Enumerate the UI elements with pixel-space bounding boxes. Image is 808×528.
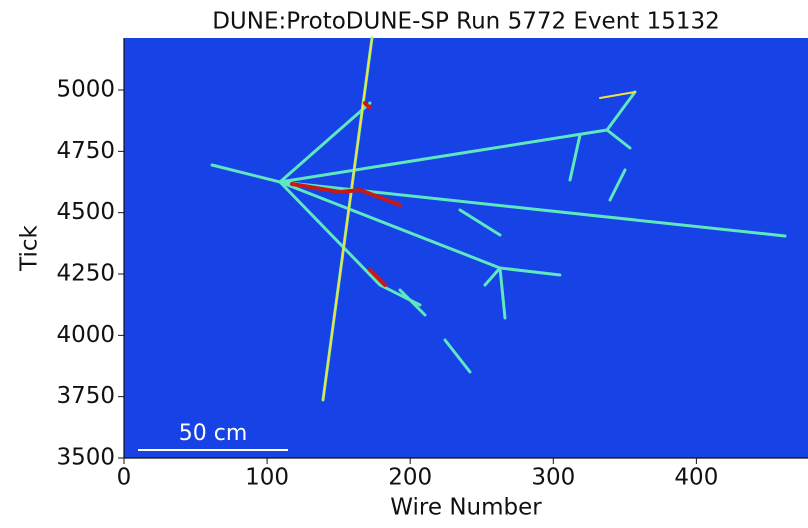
x-axis-label: Wire Number xyxy=(390,495,542,521)
y-tick-label: 5000 xyxy=(56,77,115,103)
y-tick-label: 4500 xyxy=(56,199,115,225)
y-tick-label: 3500 xyxy=(56,445,115,471)
x-tick-label: 100 xyxy=(245,465,289,491)
tracks xyxy=(210,36,787,402)
y-tick-label: 4000 xyxy=(56,322,115,348)
x-tick-label: 300 xyxy=(531,465,575,491)
chart-title: DUNE:ProtoDUNE-SP Run 5772 Event 15132 xyxy=(212,9,720,35)
y-tick-label: 4750 xyxy=(56,138,115,164)
y-tick-label: 3750 xyxy=(56,383,115,409)
x-tick-label: 200 xyxy=(388,465,432,491)
x-tick-label: 0 xyxy=(117,465,132,491)
scale-label: 50 cm xyxy=(179,421,248,446)
x-tick-label: 400 xyxy=(674,465,718,491)
axis xyxy=(123,38,808,459)
y-axis-label: Tick xyxy=(17,224,43,271)
y-tick-label: 4250 xyxy=(56,261,115,287)
plot-area xyxy=(124,38,808,458)
